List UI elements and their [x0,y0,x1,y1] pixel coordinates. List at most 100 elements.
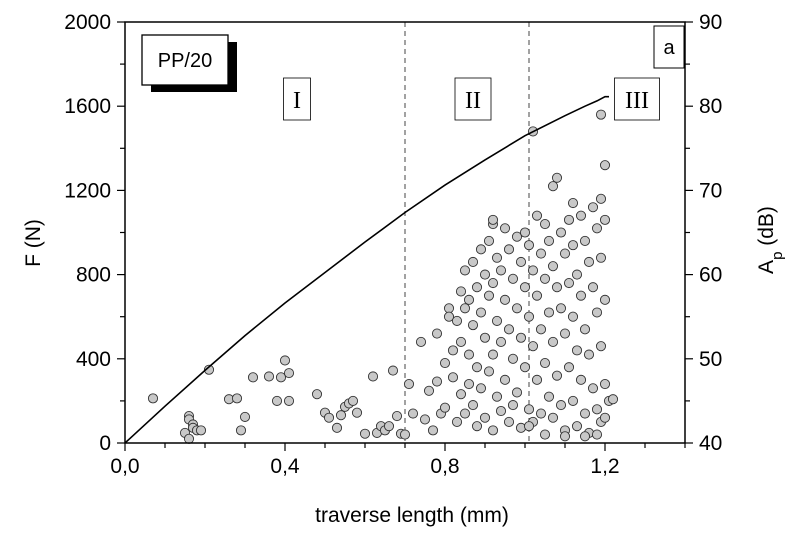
stage-label-3: III [625,88,649,114]
scatter-point-151 [575,374,587,385]
scatter-point-126 [543,307,555,318]
scatter-point-136 [555,400,567,411]
scatter-point-78 [483,235,495,246]
scatter-point-156 [583,349,595,360]
scatter-point-141 [563,277,575,289]
scatter-point-99 [507,400,519,411]
scatter-point-119 [535,324,547,335]
scatter-point-56 [451,315,463,326]
stage-label-1: I [293,88,301,114]
scatter-point-84 [487,425,499,436]
scatter-point-166 [595,341,607,352]
scatter-point-28 [347,395,359,406]
scatter-point-31 [367,371,379,382]
scatter-point-7 [195,425,207,436]
scatter-point-43 [419,414,431,425]
scatter-point-13 [239,411,251,422]
y-right-axis-title-subscript: p [769,252,786,260]
y-left-tick-label-3: 1200 [64,179,111,202]
scatter-point-94 [503,244,515,255]
scatter-point-140 [563,214,575,225]
y-left-tick-label-2: 800 [76,264,111,287]
scatter-point-49 [439,402,451,413]
scatter-point-177 [547,181,559,192]
x-tick-label-1: 0,4 [270,455,300,478]
x-tick-label-2: 0,8 [430,455,459,478]
y-right-axis-title-unit: (dB) [755,206,778,252]
scatter-point-145 [567,395,579,406]
scatter-point-69 [471,282,483,293]
scatter-point-21 [311,389,323,400]
stage-label-2: II [465,88,481,114]
scatter-point-183 [591,429,603,440]
y-left-tick-label-0: 0 [99,432,111,455]
y-right-tick-label-1: 50 [699,348,722,371]
scatter-point-67 [467,320,479,331]
scatter-point-118 [535,248,547,259]
y-left-tick-label-5: 2000 [64,11,111,34]
scatter-point-45 [427,425,439,436]
scatter-point-37 [391,411,403,422]
scatter-point-47 [431,328,443,339]
scatter-point-101 [511,303,523,314]
scatter-point-89 [495,336,507,348]
panel-label-box: a [653,25,685,69]
scatter-point-135 [555,303,567,314]
scatter-point-150 [575,290,587,301]
scatter-point-54 [447,372,459,383]
x-axis-title: traverse length (mm) [315,504,509,527]
scatter-point-149 [575,210,587,221]
scatter-point-181 [559,431,571,442]
scatter-point-102 [511,387,523,398]
scatter-point-109 [523,240,535,251]
y-right-tick-label-0: 40 [699,432,722,455]
scatter-point-82 [487,277,499,289]
scatter-point-9 [203,364,215,375]
scatter-point-121 [539,219,551,230]
scatter-point-29 [351,407,363,418]
scatter-point-64 [463,294,475,305]
scatter-point-162 [591,307,603,318]
scatter-point-115 [531,210,543,221]
scatter-point-0 [147,393,159,404]
scatter-point-116 [531,290,543,301]
scatter-point-71 [471,421,483,432]
scatter-point-93 [499,374,511,385]
scatter-point-15 [263,371,275,382]
scatter-point-40 [403,379,415,390]
scatter-point-178 [567,197,579,209]
scatter-point-19 [283,368,295,379]
scatter-point-39 [399,429,411,440]
scatter-point-11 [231,393,243,404]
scatter-point-76 [479,332,491,343]
scatter-point-61 [459,265,471,276]
sample-label-box: PP/20 [141,34,237,92]
scatter-point-95 [503,324,515,335]
scatter-point-155 [583,256,595,268]
scatter-point-138 [559,328,571,339]
scatter-point-180 [523,421,535,432]
scatter-point-124 [539,429,551,440]
scatter-point-83 [487,349,499,360]
load-curve [124,95,609,444]
y-right-axis-title-base: A [755,260,778,274]
scatter-point-87 [491,391,503,402]
scatter-point-173 [607,394,619,405]
scatter-point-59 [455,389,467,400]
scatter-point-51 [443,303,455,314]
y-right-tick-label-2: 60 [699,264,722,287]
scatter-point-63 [463,349,475,360]
scatter-point-75 [479,269,491,280]
scatter-point-24 [331,422,343,433]
scatter-point-18 [279,355,291,366]
scatter-point-137 [559,248,571,259]
sample-label-frame [141,34,229,86]
scatter-point-132 [551,282,563,293]
scatter-point-176 [599,160,611,171]
scatter-point-182 [579,431,591,442]
panel-label: a [663,37,675,59]
x-tick-label-3: 1,2 [590,455,619,478]
scatter-point-42 [415,336,427,348]
scatter-point-134 [555,227,567,238]
scatter-point-23 [323,412,335,423]
